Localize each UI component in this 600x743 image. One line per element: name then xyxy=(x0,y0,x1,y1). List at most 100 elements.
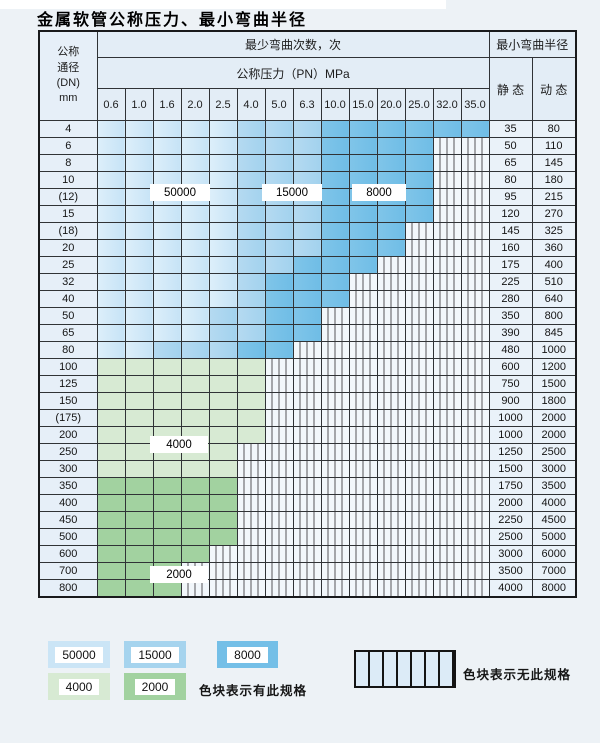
grid-cell-spec xyxy=(320,256,350,274)
grid-cell-no-spec xyxy=(208,545,238,563)
table-row: 4 35 80 xyxy=(38,120,577,138)
grid-cell-spec xyxy=(152,307,182,325)
grid-cell-spec xyxy=(292,205,322,223)
static-col-header: 静 态 xyxy=(488,57,533,121)
grid-cell-spec xyxy=(320,171,350,189)
grid-cell-spec xyxy=(96,256,126,274)
grid-cell-spec xyxy=(96,477,126,495)
top-white-strip xyxy=(0,0,446,9)
grid-cell-no-spec xyxy=(348,443,378,461)
grid-cell-no-spec xyxy=(460,528,490,546)
static-radius-value: 3000 xyxy=(488,545,533,563)
grid-cell-no-spec xyxy=(320,477,350,495)
grid-cell-spec xyxy=(292,137,322,155)
grid-cell-no-spec xyxy=(404,341,434,359)
table-row: 500 2500 5000 xyxy=(38,528,577,546)
dn-label: 125 xyxy=(38,375,98,393)
grid-cell-spec xyxy=(124,494,154,512)
grid-cell-spec xyxy=(124,222,154,240)
grid-cell-no-spec xyxy=(348,528,378,546)
dn-label: 10 xyxy=(38,171,98,189)
grid-cell-no-spec xyxy=(264,392,294,410)
static-radius-value: 3500 xyxy=(488,562,533,580)
grid-cell-spec xyxy=(376,154,406,172)
grid-cell-spec xyxy=(208,256,238,274)
table-row: 80 480 1000 xyxy=(38,341,577,359)
grid-cell-spec xyxy=(236,273,266,291)
grid-cell-spec xyxy=(208,494,238,512)
grid-cell-no-spec xyxy=(264,528,294,546)
grid-cell-spec xyxy=(236,290,266,308)
grid-cell-spec xyxy=(404,188,434,206)
table-row: 450 2250 4500 xyxy=(38,511,577,529)
bend-radius-header: 最小弯曲半径 xyxy=(488,30,577,58)
grid-cell-spec xyxy=(236,171,266,189)
grid-cell-no-spec xyxy=(292,358,322,376)
grid-cell-spec xyxy=(236,324,266,342)
grid-cell-no-spec xyxy=(320,409,350,427)
grid-cell-no-spec xyxy=(320,324,350,342)
grid-cell-no-spec xyxy=(432,205,462,223)
grid-cell-spec xyxy=(96,205,126,223)
grid-cell-no-spec xyxy=(432,222,462,240)
dynamic-radius-value: 270 xyxy=(531,205,577,223)
static-radius-value: 35 xyxy=(488,120,533,138)
pressure-bend-table: 公称 通径 (DN) mm 最少弯曲次数，次 最小弯曲半径 公称压力（PN）MP… xyxy=(38,30,577,598)
grid-cell-spec xyxy=(292,222,322,240)
grid-cell-spec xyxy=(292,290,322,308)
static-radius-value: 225 xyxy=(488,273,533,291)
grid-cell-no-spec xyxy=(348,562,378,580)
grid-cell-spec xyxy=(264,290,294,308)
table-row: (18) 145 325 xyxy=(38,222,577,240)
grid-cell-spec xyxy=(96,341,126,359)
dn-label: 80 xyxy=(38,341,98,359)
grid-cell-no-spec xyxy=(264,426,294,444)
grid-cell-spec xyxy=(152,137,182,155)
grid-cell-no-spec xyxy=(320,341,350,359)
grid-cell-no-spec xyxy=(376,579,406,598)
grid-label-8000: 8000 xyxy=(352,184,406,201)
grid-cell-spec xyxy=(124,579,154,598)
legend-value-15000: 15000 xyxy=(131,646,179,663)
grid-cell-no-spec xyxy=(320,358,350,376)
table-row: 6 50 110 xyxy=(38,137,577,155)
grid-cell-spec xyxy=(264,256,294,274)
grid-cell-spec xyxy=(264,341,294,359)
grid-cell-no-spec xyxy=(460,477,490,495)
grid-cell-no-spec xyxy=(292,477,322,495)
dynamic-radius-value: 7000 xyxy=(531,562,577,580)
grid-cell-spec xyxy=(124,120,154,138)
dn-label: 300 xyxy=(38,460,98,478)
grid-cell-no-spec xyxy=(236,511,266,529)
pressure-col-header: 20.0 xyxy=(376,88,406,121)
grid-cell-spec xyxy=(404,120,434,138)
grid-cell-spec xyxy=(180,324,210,342)
grid-cell-no-spec xyxy=(404,375,434,393)
grid-cell-no-spec xyxy=(432,375,462,393)
grid-cell-spec xyxy=(124,460,154,478)
table-row: 300 1500 3000 xyxy=(38,460,577,478)
grid-cell-no-spec xyxy=(404,290,434,308)
grid-cell-spec xyxy=(124,511,154,529)
grid-cell-no-spec xyxy=(292,562,322,580)
grid-cell-spec xyxy=(152,256,182,274)
grid-cell-no-spec xyxy=(264,545,294,563)
legend-swatch-2000: 2000 xyxy=(124,673,186,700)
grid-cell-no-spec xyxy=(460,256,490,274)
grid-cell-no-spec xyxy=(432,511,462,529)
grid-cell-spec xyxy=(320,137,350,155)
pressure-col-header: 4.0 xyxy=(236,88,266,121)
grid-cell-no-spec xyxy=(460,324,490,342)
grid-cell-spec xyxy=(152,460,182,478)
static-radius-value: 2500 xyxy=(488,528,533,546)
grid-cell-spec xyxy=(208,341,238,359)
grid-cell-no-spec xyxy=(432,494,462,512)
static-radius-value: 4000 xyxy=(488,579,533,598)
grid-cell-no-spec xyxy=(432,579,462,598)
pressure-col-header: 1.6 xyxy=(152,88,182,121)
grid-cell-spec xyxy=(96,443,126,461)
grid-cell-spec xyxy=(124,409,154,427)
grid-cell-spec xyxy=(404,137,434,155)
pressure-col-header: 0.6 xyxy=(96,88,126,121)
grid-cell-spec xyxy=(180,307,210,325)
